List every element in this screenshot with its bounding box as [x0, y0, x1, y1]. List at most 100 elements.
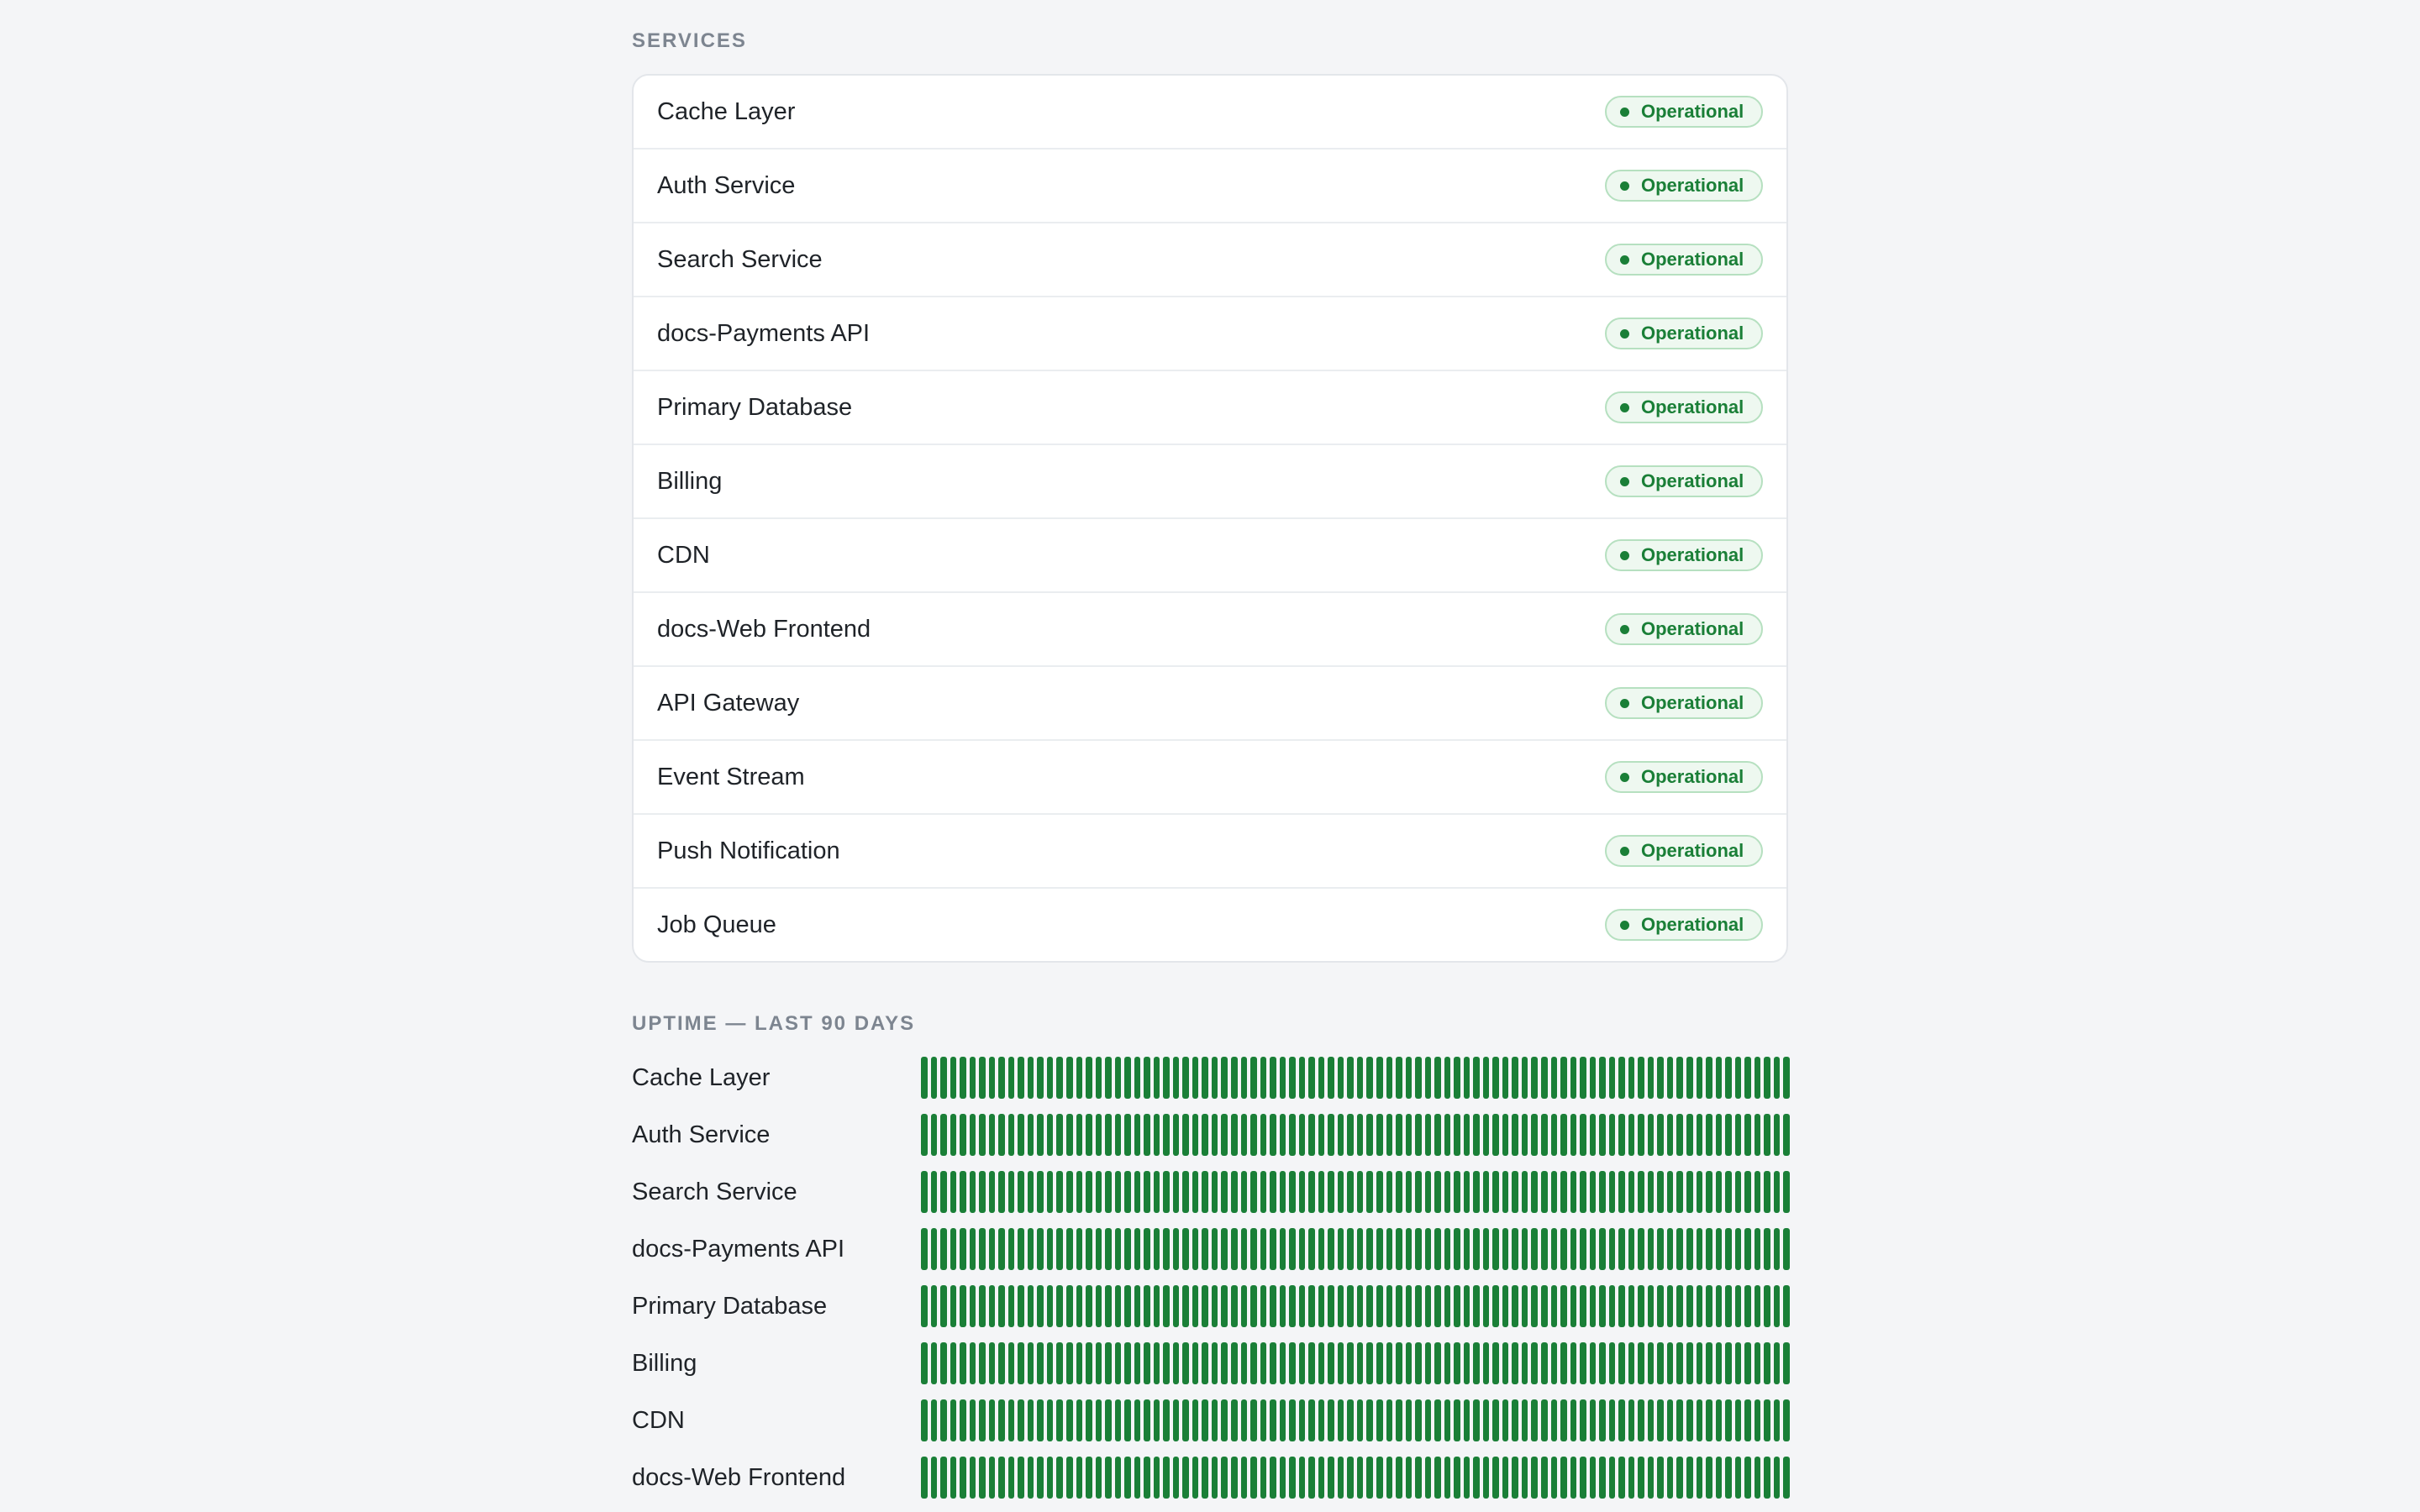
uptime-day-bar[interactable]: [1696, 1399, 1703, 1441]
uptime-day-bar[interactable]: [1065, 1228, 1073, 1270]
uptime-day-bar[interactable]: [1182, 1228, 1189, 1270]
uptime-day-bar[interactable]: [1192, 1399, 1199, 1441]
uptime-day-bar[interactable]: [1647, 1399, 1655, 1441]
uptime-day-bar[interactable]: [969, 1228, 976, 1270]
uptime-day-bar[interactable]: [1396, 1057, 1402, 1099]
uptime-day-bar[interactable]: [1444, 1457, 1451, 1499]
uptime-day-bar[interactable]: [1065, 1457, 1073, 1499]
uptime-day-bar[interactable]: [1454, 1399, 1460, 1441]
uptime-day-bar[interactable]: [1773, 1057, 1781, 1099]
uptime-day-bar[interactable]: [1560, 1171, 1567, 1213]
uptime-day-bar[interactable]: [988, 1171, 996, 1213]
uptime-day-bar[interactable]: [1056, 1114, 1063, 1156]
uptime-day-bar[interactable]: [1056, 1342, 1063, 1384]
uptime-day-bar[interactable]: [1347, 1114, 1354, 1156]
uptime-day-bar[interactable]: [1144, 1342, 1150, 1384]
uptime-day-bar[interactable]: [1696, 1342, 1703, 1384]
uptime-day-bar[interactable]: [1124, 1285, 1131, 1327]
uptime-day-bar[interactable]: [1628, 1285, 1635, 1327]
uptime-day-bar[interactable]: [1580, 1228, 1586, 1270]
uptime-day-bar[interactable]: [1434, 1342, 1441, 1384]
uptime-day-bar[interactable]: [1386, 1285, 1393, 1327]
uptime-day-bar[interactable]: [1260, 1114, 1267, 1156]
uptime-day-bar[interactable]: [950, 1342, 957, 1384]
uptime-day-bar[interactable]: [1163, 1228, 1170, 1270]
uptime-day-bar[interactable]: [1560, 1114, 1567, 1156]
uptime-day-bar[interactable]: [1502, 1399, 1509, 1441]
uptime-day-bar[interactable]: [1192, 1342, 1199, 1384]
uptime-day-bar[interactable]: [1550, 1057, 1558, 1099]
uptime-day-bar[interactable]: [1773, 1114, 1781, 1156]
uptime-day-bar[interactable]: [1783, 1114, 1790, 1156]
uptime-day-bar[interactable]: [1628, 1342, 1635, 1384]
uptime-day-bar[interactable]: [1308, 1285, 1315, 1327]
uptime-day-bar[interactable]: [1599, 1114, 1606, 1156]
uptime-day-bar[interactable]: [1260, 1285, 1267, 1327]
uptime-day-bar[interactable]: [1250, 1285, 1257, 1327]
uptime-day-bar[interactable]: [1347, 1171, 1354, 1213]
uptime-day-bar[interactable]: [1424, 1399, 1432, 1441]
uptime-day-bar[interactable]: [1541, 1285, 1548, 1327]
uptime-day-bar[interactable]: [1783, 1342, 1790, 1384]
uptime-day-bar[interactable]: [1386, 1228, 1393, 1270]
uptime-day-bar[interactable]: [1424, 1114, 1432, 1156]
uptime-day-bar[interactable]: [1202, 1114, 1208, 1156]
uptime-day-bar[interactable]: [1647, 1285, 1655, 1327]
uptime-day-bar[interactable]: [1376, 1171, 1383, 1213]
uptime-day-bar[interactable]: [1270, 1285, 1276, 1327]
uptime-day-bar[interactable]: [1105, 1057, 1112, 1099]
uptime-day-bar[interactable]: [1270, 1228, 1276, 1270]
uptime-day-bar[interactable]: [921, 1228, 928, 1270]
uptime-day-bar[interactable]: [1105, 1171, 1112, 1213]
uptime-day-bar[interactable]: [1502, 1342, 1509, 1384]
uptime-day-bar[interactable]: [1434, 1285, 1441, 1327]
uptime-day-bar[interactable]: [1666, 1457, 1674, 1499]
uptime-day-bar[interactable]: [1328, 1457, 1334, 1499]
uptime-day-bar[interactable]: [1231, 1057, 1238, 1099]
uptime-day-bar[interactable]: [988, 1285, 996, 1327]
uptime-day-bar[interactable]: [1638, 1399, 1644, 1441]
uptime-day-bar[interactable]: [1046, 1342, 1054, 1384]
uptime-day-bar[interactable]: [1250, 1057, 1257, 1099]
uptime-day-bar[interactable]: [1007, 1285, 1015, 1327]
uptime-day-bar[interactable]: [1298, 1457, 1306, 1499]
uptime-day-bar[interactable]: [1163, 1114, 1170, 1156]
uptime-day-bar[interactable]: [1638, 1285, 1644, 1327]
uptime-day-bar[interactable]: [998, 1171, 1005, 1213]
uptime-day-bar[interactable]: [1105, 1285, 1112, 1327]
uptime-day-bar[interactable]: [1231, 1171, 1238, 1213]
uptime-day-bar[interactable]: [921, 1457, 928, 1499]
uptime-day-bar[interactable]: [1086, 1457, 1092, 1499]
uptime-day-bar[interactable]: [1638, 1228, 1644, 1270]
uptime-day-bar[interactable]: [921, 1285, 928, 1327]
uptime-day-bar[interactable]: [1570, 1457, 1577, 1499]
uptime-day-bar[interactable]: [1231, 1457, 1238, 1499]
uptime-day-bar[interactable]: [1424, 1342, 1432, 1384]
uptime-day-bar[interactable]: [1328, 1228, 1334, 1270]
uptime-day-bar[interactable]: [1686, 1057, 1693, 1099]
uptime-day-bar[interactable]: [1570, 1057, 1577, 1099]
uptime-day-bar[interactable]: [1337, 1457, 1344, 1499]
uptime-day-bar[interactable]: [1308, 1457, 1315, 1499]
uptime-day-bar[interactable]: [1415, 1228, 1422, 1270]
uptime-day-bar[interactable]: [1172, 1228, 1180, 1270]
uptime-day-bar[interactable]: [1764, 1342, 1770, 1384]
uptime-day-bar[interactable]: [1773, 1171, 1781, 1213]
uptime-day-bar[interactable]: [1182, 1399, 1189, 1441]
uptime-day-bar[interactable]: [1434, 1228, 1441, 1270]
uptime-day-bar[interactable]: [1114, 1342, 1122, 1384]
uptime-day-bar[interactable]: [1046, 1171, 1054, 1213]
uptime-day-bar[interactable]: [1589, 1399, 1597, 1441]
uptime-day-bar[interactable]: [921, 1342, 928, 1384]
uptime-day-bar[interactable]: [1725, 1399, 1732, 1441]
uptime-day-bar[interactable]: [1589, 1057, 1597, 1099]
uptime-day-bar[interactable]: [1405, 1342, 1413, 1384]
uptime-day-bar[interactable]: [1172, 1457, 1180, 1499]
uptime-day-bar[interactable]: [1570, 1399, 1577, 1441]
uptime-day-bar[interactable]: [1628, 1057, 1635, 1099]
uptime-day-bar[interactable]: [1086, 1171, 1092, 1213]
uptime-day-bar[interactable]: [1599, 1342, 1606, 1384]
uptime-day-bar[interactable]: [1289, 1285, 1296, 1327]
uptime-day-bar[interactable]: [1560, 1457, 1567, 1499]
uptime-day-bar[interactable]: [1434, 1057, 1441, 1099]
